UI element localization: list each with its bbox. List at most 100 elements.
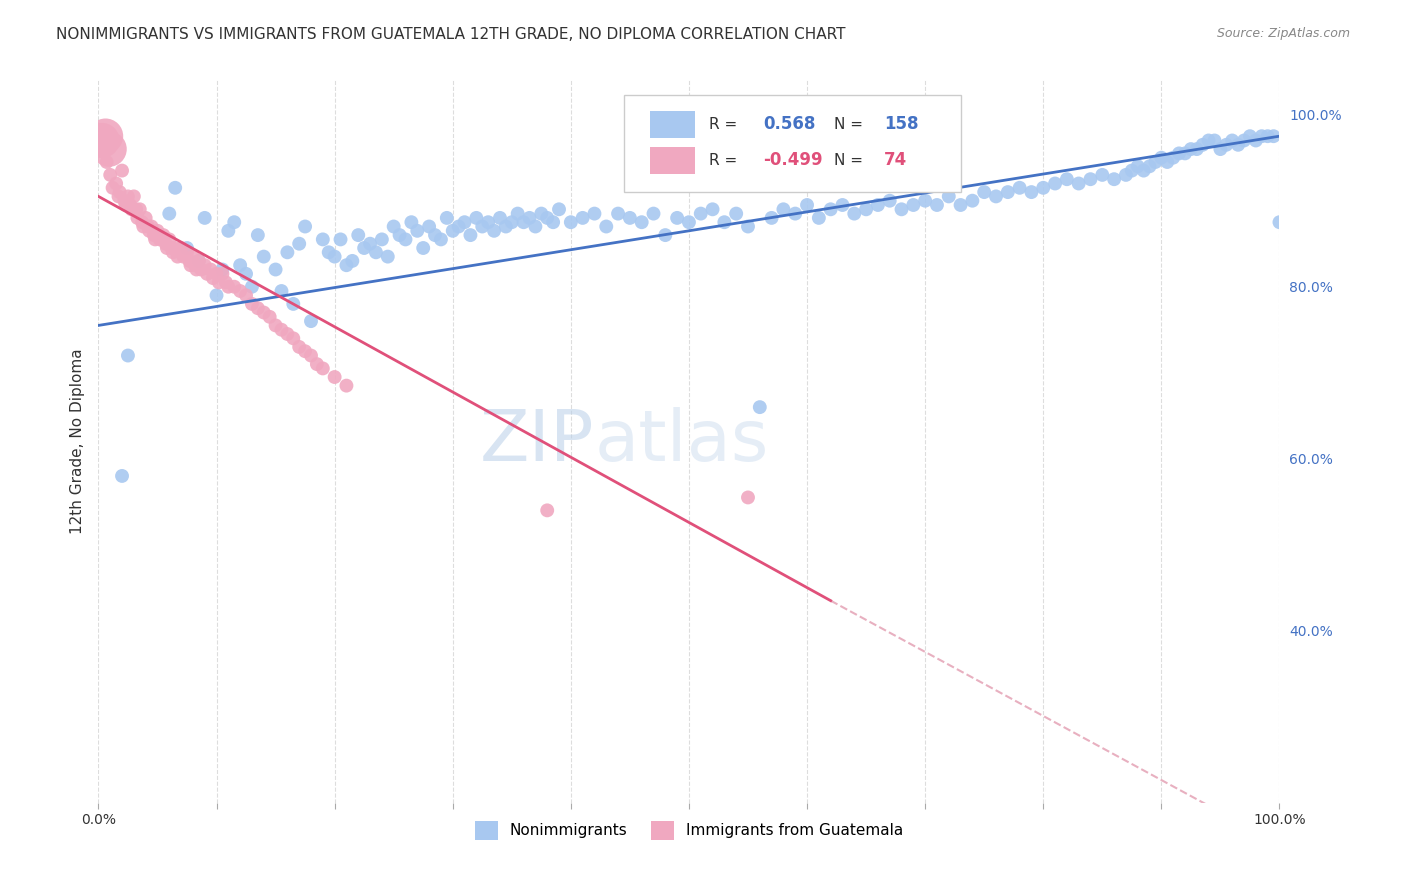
Point	[1032, 181, 1054, 195]
Point	[1191, 137, 1213, 152]
Point	[312, 232, 335, 246]
Point	[1126, 159, 1149, 173]
FancyBboxPatch shape	[624, 95, 960, 193]
Point	[121, 202, 143, 217]
Text: 158: 158	[884, 115, 918, 133]
Point	[299, 349, 322, 363]
Point	[689, 206, 711, 220]
Point	[111, 163, 134, 178]
Point	[329, 232, 352, 246]
Point	[111, 469, 134, 483]
Point	[643, 206, 665, 220]
Point	[128, 202, 150, 217]
Point	[194, 258, 217, 272]
Text: 0.568: 0.568	[763, 115, 815, 133]
Point	[512, 215, 534, 229]
Point	[305, 357, 328, 371]
Point	[855, 202, 877, 217]
Point	[1132, 163, 1154, 178]
Text: -0.499: -0.499	[763, 152, 823, 169]
Point	[114, 198, 136, 212]
Text: N =: N =	[834, 117, 863, 132]
Point	[98, 168, 121, 182]
Point	[571, 211, 593, 225]
FancyBboxPatch shape	[650, 147, 695, 174]
Point	[430, 232, 453, 246]
Point	[120, 198, 142, 212]
Point	[127, 211, 149, 225]
Point	[654, 228, 676, 243]
Point	[235, 288, 257, 302]
Point	[831, 198, 853, 212]
Point	[1168, 146, 1191, 161]
Point	[678, 215, 700, 229]
Point	[143, 232, 166, 246]
Point	[172, 250, 194, 264]
Point	[288, 340, 311, 354]
Point	[117, 349, 139, 363]
Point	[406, 224, 429, 238]
Point	[418, 219, 440, 234]
Point	[259, 310, 281, 324]
Point	[149, 232, 172, 246]
Point	[1008, 181, 1031, 195]
Point	[1220, 133, 1243, 147]
Point	[165, 181, 187, 195]
Point	[1150, 151, 1173, 165]
Point	[1021, 185, 1043, 199]
Point	[91, 133, 114, 147]
Text: N =: N =	[834, 153, 863, 168]
Point	[1233, 133, 1256, 147]
Point	[170, 241, 193, 255]
Point	[1043, 177, 1066, 191]
Point	[1102, 172, 1125, 186]
Point	[141, 219, 163, 234]
Point	[205, 267, 228, 281]
Point	[253, 250, 276, 264]
Point	[264, 318, 287, 333]
Point	[283, 331, 305, 345]
Point	[101, 181, 124, 195]
Point	[270, 323, 292, 337]
Point	[184, 258, 207, 272]
Point	[201, 271, 224, 285]
Point	[748, 400, 770, 414]
Point	[195, 267, 218, 281]
Point	[903, 198, 925, 212]
Point	[412, 241, 434, 255]
Point	[117, 189, 139, 203]
Point	[187, 254, 209, 268]
Point	[176, 241, 198, 255]
Point	[215, 276, 238, 290]
Point	[866, 198, 889, 212]
Point	[270, 284, 292, 298]
Point	[353, 241, 375, 255]
Point	[108, 185, 131, 199]
Point	[725, 206, 748, 220]
Point	[1268, 215, 1291, 229]
Point	[105, 177, 128, 191]
Point	[217, 279, 239, 293]
Point	[506, 206, 529, 220]
Point	[453, 215, 475, 229]
Point	[190, 262, 212, 277]
Point	[1180, 142, 1202, 156]
Point	[489, 211, 512, 225]
Point	[208, 276, 231, 290]
Point	[382, 219, 405, 234]
Point	[294, 219, 316, 234]
Point	[240, 279, 263, 293]
Point	[377, 250, 399, 264]
Point	[394, 232, 416, 246]
Point	[96, 155, 118, 169]
Point	[323, 250, 346, 264]
Point	[335, 378, 357, 392]
Point	[796, 198, 818, 212]
Point	[347, 228, 370, 243]
Point	[94, 129, 117, 144]
Point	[342, 254, 364, 268]
Text: ZIP: ZIP	[479, 407, 595, 476]
Point	[949, 198, 972, 212]
Point	[1185, 142, 1208, 156]
Point	[132, 219, 155, 234]
